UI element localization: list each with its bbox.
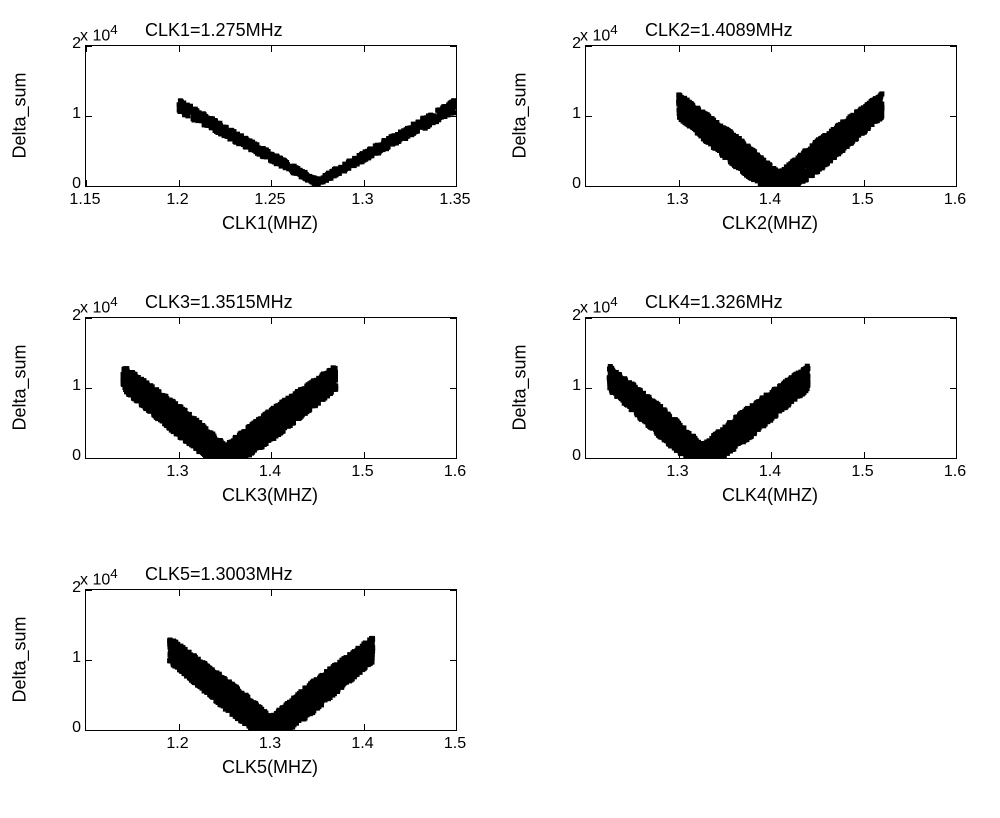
x-tick-label: 1.4 — [740, 191, 800, 209]
y-tick-label: 2 — [557, 307, 581, 325]
scatter-series — [86, 46, 456, 186]
y-axis-label: Delta_sum — [10, 600, 31, 720]
x-tick-label: 1.5 — [425, 735, 485, 753]
x-tick-label: 1.4 — [333, 735, 393, 753]
subplot-clk1: x 104 CLK1=1.275MHz Delta_sum CLK1(MHZ) 1.15… — [0, 0, 500, 272]
y-tick-label: 2 — [57, 35, 81, 53]
subplot-title: CLK5=1.3003MHz — [145, 564, 293, 585]
plot-area — [585, 317, 957, 459]
subplot-title: CLK2=1.4089MHz — [645, 20, 793, 41]
x-tick-label: 1.3 — [240, 735, 300, 753]
y-tick-label: 1 — [57, 377, 81, 395]
x-tick-label: 1.6 — [425, 463, 485, 481]
y-tick-label: 1 — [57, 649, 81, 667]
x-tick-label: 1.5 — [333, 463, 393, 481]
x-axis-label: CLK4(MHZ) — [585, 485, 955, 506]
y-exponent-label: x 104 — [80, 22, 118, 45]
x-tick-label: 1.25 — [240, 191, 300, 209]
x-tick-label: 1.3 — [648, 191, 708, 209]
x-axis-label: CLK2(MHZ) — [585, 213, 955, 234]
y-exponent-label: x 104 — [580, 294, 618, 317]
y-tick-label: 2 — [57, 307, 81, 325]
y-exponent-label: x 104 — [580, 22, 618, 45]
y-tick-label: 1 — [557, 377, 581, 395]
y-tick-label: 0 — [57, 447, 81, 465]
plot-area — [585, 45, 957, 187]
x-tick-label: 1.5 — [833, 463, 893, 481]
subplot-title: CLK1=1.275MHz — [145, 20, 283, 41]
scatter-series — [86, 590, 456, 730]
x-tick-label: 1.2 — [148, 735, 208, 753]
scatter-series — [586, 46, 956, 186]
x-tick-label: 1.3 — [333, 191, 393, 209]
y-tick-label: 0 — [557, 175, 581, 193]
x-tick-label: 1.15 — [55, 191, 115, 209]
subplot-clk2: x 104 CLK2=1.4089MHz Delta_sum CLK2(MHZ) 1.3… — [500, 0, 1000, 272]
x-tick-label: 1.4 — [240, 463, 300, 481]
x-tick-label: 1.6 — [925, 191, 985, 209]
y-tick-label: 0 — [557, 447, 581, 465]
x-tick-label: 1.4 — [740, 463, 800, 481]
y-axis-label: Delta_sum — [510, 56, 531, 176]
plot-area — [85, 589, 457, 731]
y-axis-label: Delta_sum — [10, 56, 31, 176]
y-axis-label: Delta_sum — [10, 328, 31, 448]
x-tick-label: 1.35 — [425, 191, 485, 209]
scatter-series — [86, 318, 456, 458]
y-exponent-label: x 104 — [80, 566, 118, 589]
y-tick-label: 2 — [57, 579, 81, 597]
plot-area — [85, 317, 457, 459]
scatter-series — [586, 318, 956, 458]
y-axis-label: Delta_sum — [510, 328, 531, 448]
x-axis-label: CLK5(MHZ) — [85, 757, 455, 778]
x-tick-label: 1.3 — [148, 463, 208, 481]
subplot-clk4: x 104 CLK4=1.326MHz Delta_sum CLK4(MHZ) 1.3 1… — [500, 272, 1000, 544]
plot-area — [85, 45, 457, 187]
x-axis-label: CLK1(MHZ) — [85, 213, 455, 234]
subplot-title: CLK3=1.3515MHz — [145, 292, 293, 313]
y-tick-label: 1 — [557, 105, 581, 123]
x-tick-label: 1.3 — [648, 463, 708, 481]
x-tick-label: 1.2 — [148, 191, 208, 209]
x-tick-label: 1.5 — [833, 191, 893, 209]
chart-grid: x 104 CLK1=1.275MHz Delta_sum CLK1(MHZ) 1.15… — [0, 0, 1000, 818]
y-tick-label: 1 — [57, 105, 81, 123]
x-axis-label: CLK3(MHZ) — [85, 485, 455, 506]
y-exponent-label: x 104 — [80, 294, 118, 317]
subplot-title: CLK4=1.326MHz — [645, 292, 783, 313]
y-tick-label: 2 — [557, 35, 581, 53]
y-tick-label: 0 — [57, 175, 81, 193]
subplot-clk5: x 104 CLK5=1.3003MHz Delta_sum CLK5(MHZ) 1.2… — [0, 544, 500, 816]
y-tick-label: 0 — [57, 719, 81, 737]
subplot-clk3: x 104 CLK3=1.3515MHz Delta_sum CLK3(MHZ) 1.3… — [0, 272, 500, 544]
x-tick-label: 1.6 — [925, 463, 985, 481]
